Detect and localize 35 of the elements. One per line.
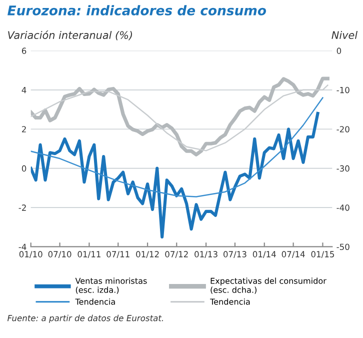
x-tick-label: 01/12: [136, 251, 159, 258]
y-tick-label: 2: [22, 126, 26, 132]
x-tick-label: 07/12: [165, 251, 188, 258]
line-series: [30, 112, 320, 238]
y-axis-title: Variación interanual (%): [8, 30, 132, 40]
x-tick-label: 01/11: [78, 251, 100, 258]
x-tick-label: 01/13: [194, 251, 218, 258]
y2-tick-label: 0: [336, 48, 342, 54]
y2-axis-title: Nivel: [332, 30, 358, 40]
legend-label: Tendencia: [210, 298, 250, 305]
y2-tick-label: -50: [336, 244, 350, 250]
y-tick-label: 4: [22, 87, 26, 94]
line-series: [30, 97, 324, 198]
x-tick-label: 07/11: [106, 251, 130, 258]
x-tick-label: 07/10: [48, 251, 72, 258]
y-tick-label: -2: [18, 204, 26, 211]
x-tick-label: 01/10: [19, 251, 42, 258]
chart-title: Eurozona: indicadores de consumo: [8, 5, 266, 16]
legend-label: Expectativas del consumidor (esc. dcha.): [210, 278, 326, 294]
x-tick-label: 01/14: [252, 251, 276, 258]
y2-tick-label: -10: [336, 86, 350, 94]
line-series: [30, 84, 328, 152]
x-tick-label: 07/14: [282, 251, 305, 258]
y2-tick-label: -30: [336, 165, 350, 172]
x-tick-label: 01/15: [311, 251, 334, 258]
y2-tick-label: -20: [336, 126, 350, 132]
y-tick-label: 6: [22, 48, 26, 54]
line-series: [30, 76, 330, 156]
legend-label: Tendencia: [75, 298, 115, 305]
y-tick-label: -4: [18, 244, 26, 250]
y-tick-label: 0: [22, 165, 26, 172]
x-tick-label: 07/13: [224, 251, 246, 258]
source-note: Fuente: a partir de datos de Eurostat.: [7, 314, 163, 323]
y2-tick-label: -40: [336, 204, 350, 211]
legend-label: Ventas minoristas (esc. izda.): [75, 278, 147, 294]
